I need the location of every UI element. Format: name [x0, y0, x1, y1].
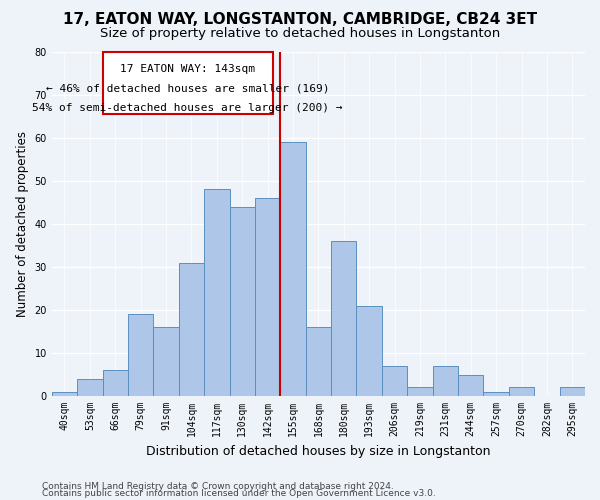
- Text: Contains HM Land Registry data © Crown copyright and database right 2024.: Contains HM Land Registry data © Crown c…: [42, 482, 394, 491]
- Bar: [103, 370, 128, 396]
- FancyBboxPatch shape: [103, 52, 272, 114]
- Bar: [280, 142, 305, 396]
- Bar: [331, 241, 356, 396]
- Bar: [128, 314, 154, 396]
- Text: ← 46% of detached houses are smaller (169): ← 46% of detached houses are smaller (16…: [46, 84, 329, 94]
- Text: 17 EATON WAY: 143sqm: 17 EATON WAY: 143sqm: [120, 64, 255, 74]
- Bar: [509, 388, 534, 396]
- Y-axis label: Number of detached properties: Number of detached properties: [16, 131, 29, 317]
- Bar: [560, 388, 585, 396]
- Bar: [204, 190, 230, 396]
- Bar: [230, 206, 255, 396]
- Bar: [52, 392, 77, 396]
- Bar: [255, 198, 280, 396]
- Bar: [305, 327, 331, 396]
- Bar: [458, 374, 484, 396]
- Bar: [382, 366, 407, 396]
- Bar: [433, 366, 458, 396]
- Text: Contains public sector information licensed under the Open Government Licence v3: Contains public sector information licen…: [42, 490, 436, 498]
- X-axis label: Distribution of detached houses by size in Longstanton: Distribution of detached houses by size …: [146, 444, 491, 458]
- Bar: [179, 262, 204, 396]
- Text: 54% of semi-detached houses are larger (200) →: 54% of semi-detached houses are larger (…: [32, 102, 343, 113]
- Text: 17, EATON WAY, LONGSTANTON, CAMBRIDGE, CB24 3ET: 17, EATON WAY, LONGSTANTON, CAMBRIDGE, C…: [63, 12, 537, 28]
- Bar: [77, 379, 103, 396]
- Bar: [407, 388, 433, 396]
- Bar: [356, 306, 382, 396]
- Bar: [154, 327, 179, 396]
- Bar: [484, 392, 509, 396]
- Text: Size of property relative to detached houses in Longstanton: Size of property relative to detached ho…: [100, 28, 500, 40]
